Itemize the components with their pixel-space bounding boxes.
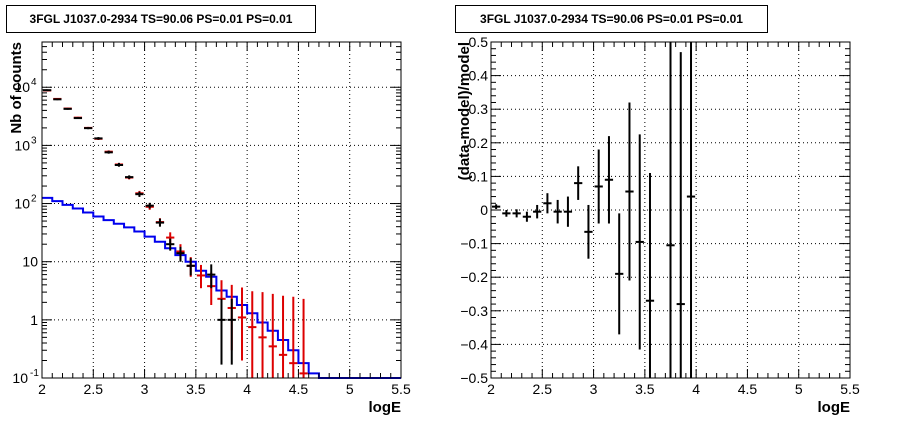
x-tick-label: 2 (487, 381, 495, 397)
x-tick-label: 5.5 (391, 381, 411, 397)
x-axis-title: logE (369, 399, 402, 416)
y-tick-label: −0.2 (460, 269, 488, 285)
y-tick-label: −0.4 (460, 336, 488, 352)
x-tick-label: 2.5 (533, 381, 553, 397)
x-tick-label: 5 (795, 381, 803, 397)
y-tick-label: 1 (30, 312, 38, 328)
y-tick-label: 0.2 (469, 135, 489, 151)
y-axis-ticks (42, 41, 401, 379)
y-tick-label: 10 (14, 79, 30, 95)
x-tick-label: 4 (692, 381, 700, 397)
x-tick-label: 3 (590, 381, 598, 397)
y-tick-label: 0.5 (469, 34, 489, 50)
y-tick-label: 10 (22, 254, 38, 270)
plot-frame (41, 41, 402, 379)
x-tick-label: 4.5 (289, 381, 309, 397)
grid (42, 42, 401, 378)
x-tick-label: 3.5 (635, 381, 655, 397)
residuals-chart-title: 3FGL J1037.0-2934 TS=90.06 PS=0.01 PS=0.… (455, 5, 768, 33)
x-tick-label: 2 (38, 381, 46, 397)
y-tick-exponent: 2 (31, 194, 37, 205)
y-tick-label: −0.5 (460, 370, 488, 386)
x-tick-label: 2.5 (84, 381, 104, 397)
y-axis-ticks (491, 41, 850, 379)
x-tick-label: 3.5 (186, 381, 206, 397)
grid (491, 42, 850, 378)
y-axis-title: Nb of counts (8, 42, 25, 134)
y-tick-label: 0 (480, 202, 488, 218)
series-black (43, 89, 236, 365)
x-tick-label: 5 (346, 381, 354, 397)
y-tick-label: −0.3 (460, 303, 488, 319)
y-tick-label: 10 (14, 196, 30, 212)
y-tick-exponent: -1 (30, 368, 39, 379)
x-axis-ticks (490, 42, 851, 378)
x-tick-label: 3 (141, 381, 149, 397)
y-tick-label: 0.4 (469, 68, 489, 84)
residuals-panel: 2 2.5 3 3.5 4 4.5 5 5.5 −0.5 −0.4 −0.3 −0.2 −0.1 0 0.1… (456, 34, 860, 416)
counts-chart-title: 3FGL J1037.0-2934 TS=90.06 PS=0.01 PS=0.… (6, 5, 316, 33)
y-tick-label: −0.1 (460, 236, 488, 252)
x-tick-label: 4 (243, 381, 251, 397)
x-tick-label: 4.5 (738, 381, 758, 397)
y-tick-label: 0.3 (469, 101, 489, 117)
y-tick-label: 10 (12, 370, 28, 386)
x-axis-title: logE (818, 399, 851, 416)
y-tick-exponent: 3 (31, 135, 37, 146)
residual-series (492, 42, 696, 378)
model-histogram-blue (42, 196, 401, 379)
y-tick-exponent: 4 (31, 77, 37, 88)
y-tick-label: 0.1 (469, 168, 489, 184)
x-tick-label: 5.5 (840, 381, 860, 397)
y-tick-label: 10 (14, 137, 30, 153)
y-axis-title: (data-model)/model (456, 42, 473, 180)
